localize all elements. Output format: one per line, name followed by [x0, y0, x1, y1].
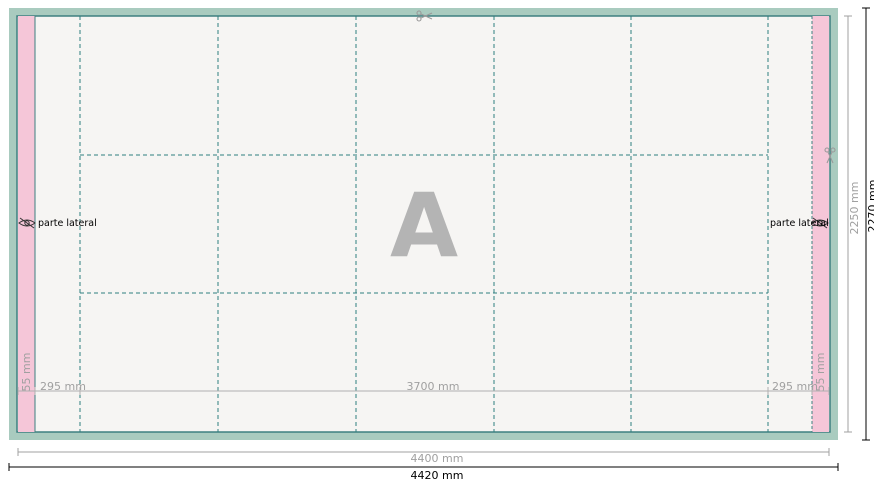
inner-height-dimension	[844, 15, 852, 433]
inner-span-dimension	[17, 387, 830, 395]
right-side-strip	[812, 16, 829, 432]
dashed-horizontal-folds	[80, 154, 768, 294]
inner-height-label: 2250 mm	[848, 182, 861, 235]
panel-letter: A	[390, 174, 458, 277]
side-label-right: parte lateral	[770, 218, 829, 229]
scissors-icon	[416, 10, 433, 22]
middle-span-label: 3700 mm	[407, 380, 460, 393]
sheet	[16, 15, 831, 433]
left-side-span-label: 295 mm	[40, 380, 86, 393]
scissors-icon	[824, 147, 836, 164]
right-side-span-label: 295 mm	[772, 380, 818, 393]
outer-width-label: 4420 mm	[411, 469, 464, 482]
outer-height-dimension	[862, 7, 870, 441]
left-side-strip	[18, 16, 35, 432]
right-margin-label: 55 mm	[814, 353, 827, 392]
inner-width-dimension	[17, 448, 830, 456]
left-margin-label: 55 mm	[20, 353, 33, 392]
eye-icon	[18, 217, 36, 229]
outer-width-dimension	[8, 463, 839, 471]
side-label-left: parte lateral	[38, 218, 97, 229]
outer-height-label: 2270 mm	[866, 180, 874, 233]
dashed-vertical-folds	[79, 16, 769, 432]
eye-icon	[811, 217, 829, 229]
inner-width-label: 4400 mm	[411, 452, 464, 465]
